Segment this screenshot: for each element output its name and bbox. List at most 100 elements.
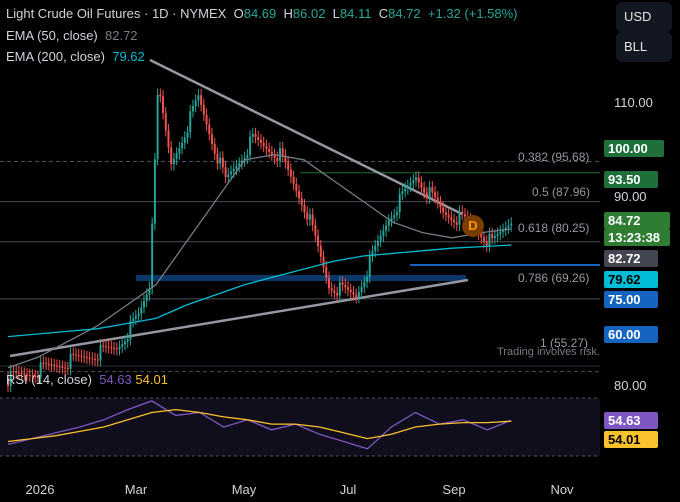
candle-body <box>376 240 379 246</box>
countdown-tag: 13:23:38 <box>604 229 670 246</box>
candle-body <box>156 94 159 160</box>
candle-body <box>382 230 385 236</box>
candle-body <box>357 292 360 298</box>
candle-body <box>96 359 99 361</box>
rsi-legend[interactable]: RSI (14, close) 54.63 54.01 <box>6 372 168 387</box>
ema50-price-tag: 82.72 <box>604 250 658 267</box>
candle-body <box>336 293 339 296</box>
candle-body <box>94 358 97 360</box>
candle-body <box>47 363 50 365</box>
candle-body <box>64 367 67 369</box>
candle-body <box>371 251 374 257</box>
candle-body <box>17 372 20 374</box>
candle-body <box>249 136 252 156</box>
ema200-legend[interactable]: EMA (200, close) 79.62 <box>6 49 145 64</box>
rsi-line <box>7 400 512 450</box>
candle-body <box>393 215 396 218</box>
candle-body <box>77 355 80 357</box>
candle-body <box>80 355 83 357</box>
candle-body <box>197 95 200 101</box>
candle-body <box>200 95 203 106</box>
candle-body <box>425 192 428 198</box>
unit-button[interactable]: BLL <box>616 32 672 62</box>
candle-body <box>510 223 513 226</box>
candle-body <box>75 354 77 356</box>
candle-body <box>404 188 407 192</box>
candle-body <box>12 371 15 373</box>
candle-body <box>45 363 48 365</box>
candle-body <box>34 376 37 378</box>
candle-body <box>395 212 398 216</box>
close-value: 84.72 <box>388 6 421 21</box>
candle-body <box>333 290 336 294</box>
candle-body <box>126 339 129 342</box>
candle-body <box>118 346 121 350</box>
fib-label-0-5: 0.5 (87.96) <box>532 185 591 199</box>
candle-body <box>317 235 320 247</box>
high-value: 86.02 <box>292 6 326 21</box>
candle-body <box>480 233 483 238</box>
candle-body <box>137 313 140 317</box>
candle-body <box>409 183 412 186</box>
candle-body <box>330 288 333 291</box>
candle-body <box>221 157 224 168</box>
pattern-point-d-marker[interactable]: D <box>462 215 484 237</box>
candle-body <box>265 145 268 149</box>
candle-body <box>208 124 211 135</box>
descending-trendline <box>149 58 463 216</box>
candle-body <box>366 276 369 282</box>
last-price-tag: 84.72 <box>604 212 670 229</box>
rsi-value: 54.63 <box>99 372 132 387</box>
candle-body <box>164 113 167 131</box>
ema50-legend[interactable]: EMA (50, close) 82.72 <box>6 28 138 43</box>
candle-body <box>113 347 116 349</box>
candle-body <box>325 267 328 278</box>
candle-body <box>191 105 194 112</box>
candle-body <box>268 148 271 152</box>
candle-body <box>306 212 309 220</box>
candle-body <box>53 365 56 367</box>
x-axis-label: Jul <box>339 482 357 497</box>
candle-body <box>232 168 235 172</box>
candle-body <box>281 148 284 156</box>
candle-body <box>88 357 91 359</box>
candle-body <box>189 111 192 133</box>
candle-body <box>72 353 75 355</box>
candle-body <box>151 223 154 289</box>
candle-body <box>453 219 456 223</box>
candle-body <box>213 143 216 154</box>
candle-body <box>363 281 366 287</box>
rsi-band <box>0 398 600 456</box>
candle-body <box>15 371 18 373</box>
candle-body <box>132 318 135 322</box>
candle-body <box>69 353 72 369</box>
fib-label-0-618: 0.618 (80.25) <box>518 221 590 235</box>
rsi-ma-value-tag: 54.01 <box>604 431 658 448</box>
rsi-ma-value: 54.01 <box>135 372 168 387</box>
candle-body <box>368 256 371 277</box>
x-axis-label: 2026 <box>25 482 55 497</box>
candle-body <box>134 316 137 319</box>
candle-body <box>390 217 393 221</box>
candle-body <box>99 345 102 361</box>
currency-button[interactable]: USD <box>616 2 672 32</box>
candle-body <box>273 154 276 158</box>
candle-body <box>172 158 175 165</box>
candle-body <box>347 287 349 290</box>
candle-body <box>102 345 105 347</box>
candle-body <box>123 341 126 345</box>
ema50-line <box>7 153 512 369</box>
rsi-ma-line <box>7 408 512 443</box>
candle-body <box>186 132 189 138</box>
candle-body <box>344 284 347 288</box>
candle-body <box>170 147 173 165</box>
candle-body <box>240 160 243 164</box>
price-tag-100: 100.00 <box>604 140 664 157</box>
price-tag-75: 75.00 <box>604 291 658 308</box>
candle-body <box>211 134 213 144</box>
candle-body <box>121 344 124 347</box>
candle-body <box>485 241 488 246</box>
price-tag-60: 60.00 <box>604 326 658 343</box>
candle-body <box>423 187 426 193</box>
